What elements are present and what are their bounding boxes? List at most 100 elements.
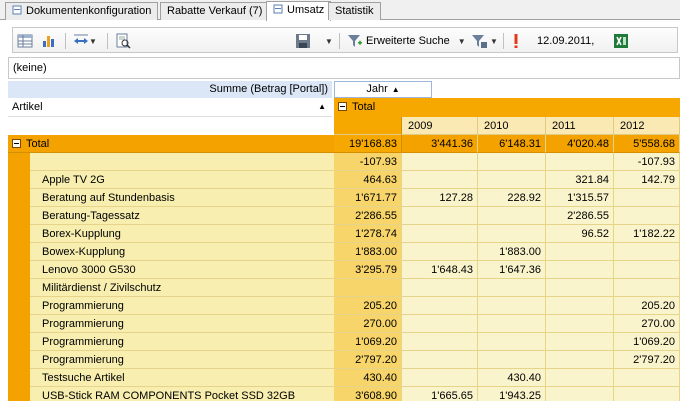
save-button[interactable] xyxy=(295,32,311,50)
filter-save-button[interactable]: ▼ xyxy=(471,32,498,50)
data-cell: 2'286.55 xyxy=(546,207,614,225)
data-cell xyxy=(546,279,614,297)
row-total-cell: 270.00 xyxy=(334,315,402,333)
row-header-artikel[interactable]: Beratung auf Stundenbasis xyxy=(30,189,334,207)
tab-doc-icon xyxy=(273,4,283,14)
row-total-cell: 2'797.20 xyxy=(334,351,402,369)
tab-umsatz[interactable]: Umsatz xyxy=(266,1,332,21)
save-icon xyxy=(296,34,310,48)
row-total-cell: 1'278.74 xyxy=(334,225,402,243)
tab-statistik[interactable]: Statistik xyxy=(328,2,381,20)
data-cell xyxy=(402,243,478,261)
print-preview-button[interactable] xyxy=(115,32,131,50)
data-cell xyxy=(546,153,614,171)
row-header-artikel[interactable]: USB-Stick RAM COMPONENTS Pocket SSD 32GB xyxy=(30,387,334,401)
data-cell xyxy=(478,333,546,351)
data-cell: -107.93 xyxy=(614,153,680,171)
collapse-icon[interactable] xyxy=(12,139,21,148)
tab-dokumentenkonfiguration[interactable]: Dokumentenkonfiguration xyxy=(5,2,159,20)
data-cell xyxy=(402,369,478,387)
row-total-cell: -107.93 xyxy=(334,153,402,171)
grid-icon xyxy=(17,34,33,48)
sort-up-icon: ▲ xyxy=(318,102,326,111)
data-cell xyxy=(402,333,478,351)
chevron-down-icon[interactable]: ▼ xyxy=(490,36,498,46)
data-cell: 430.40 xyxy=(478,369,546,387)
row-total-cell: 1'069.20 xyxy=(334,333,402,351)
row-header-artikel[interactable]: Borex-Kupplung xyxy=(30,225,334,243)
alert-button[interactable] xyxy=(511,32,521,50)
year-header[interactable]: 2012 xyxy=(614,117,680,135)
row-total-cell xyxy=(334,279,402,297)
grid-view-button[interactable] xyxy=(17,32,33,50)
data-cell xyxy=(614,207,680,225)
filter-value: (keine) xyxy=(13,62,47,74)
excel-icon xyxy=(614,34,628,48)
row-header-artikel[interactable]: Programmierung xyxy=(30,315,334,333)
grand-total-year-cell: 3'441.36 xyxy=(402,135,478,153)
sort-up-icon: ▲ xyxy=(391,85,400,94)
chevron-down-icon[interactable]: ▼ xyxy=(457,36,466,46)
row-header-artikel[interactable]: Programmierung xyxy=(30,351,334,369)
year-header[interactable]: 2011 xyxy=(546,117,614,135)
row-header-artikel[interactable]: Beratung-Tagessatz xyxy=(30,207,334,225)
column-field-header[interactable]: Jahr ▲ xyxy=(334,81,432,98)
toolbar-separator xyxy=(339,33,340,49)
column-total-header[interactable]: Total xyxy=(334,98,680,117)
data-cell xyxy=(402,351,478,369)
toolbar-separator xyxy=(65,33,66,49)
tab-bar: Dokumentenkonfiguration Rabatte Verkauf … xyxy=(0,0,680,21)
chevron-down-icon[interactable]: ▼ xyxy=(89,36,97,46)
data-cell xyxy=(546,387,614,401)
grand-total-cell: 19'168.83 xyxy=(334,135,402,153)
row-field-header[interactable]: Artikel ▲ xyxy=(8,98,332,117)
data-field-label: Summe (Betrag [Portal]) xyxy=(209,83,328,95)
row-header-artikel[interactable]: Apple TV 2G xyxy=(30,171,334,189)
year-header[interactable]: 2009 xyxy=(402,117,478,135)
excel-export-button[interactable] xyxy=(613,32,629,50)
row-grand-total-header[interactable]: Total xyxy=(8,135,334,153)
data-cell xyxy=(546,297,614,315)
toolbar-separator xyxy=(107,33,108,49)
data-cell: 1'647.36 xyxy=(478,261,546,279)
save-options-dropdown[interactable]: ▼ xyxy=(325,32,333,50)
row-total-cell: 464.63 xyxy=(334,171,402,189)
data-cell xyxy=(546,315,614,333)
year-header[interactable]: 2010 xyxy=(478,117,546,135)
data-cell: 1'069.20 xyxy=(614,333,680,351)
data-cell xyxy=(402,279,478,297)
data-cell xyxy=(478,297,546,315)
row-header-artikel[interactable]: Lenovo 3000 G530 xyxy=(30,261,334,279)
data-cell xyxy=(478,315,546,333)
advanced-search-button[interactable]: Erweiterte Suche ▼ xyxy=(347,32,466,50)
exclamation-icon xyxy=(514,34,518,48)
print-preview-icon xyxy=(116,33,131,49)
grand-total-year-cell: 6'148.31 xyxy=(478,135,546,153)
data-cell: 1'315.57 xyxy=(546,189,614,207)
row-header-artikel[interactable]: Bowex-Kupplung xyxy=(30,243,334,261)
data-cell xyxy=(478,279,546,297)
data-cell xyxy=(614,369,680,387)
row-header-artikel[interactable] xyxy=(30,153,334,171)
data-cell xyxy=(614,261,680,279)
column-field-label: Jahr xyxy=(366,83,388,95)
data-cell xyxy=(546,261,614,279)
collapse-icon[interactable] xyxy=(338,102,347,111)
row-header-artikel[interactable]: Testsuche Artikel xyxy=(30,369,334,387)
row-total-cell: 205.20 xyxy=(334,297,402,315)
filter-summary[interactable]: (keine) xyxy=(8,57,680,79)
date-display: 12.09.2011, xyxy=(537,32,594,50)
row-header-artikel[interactable]: Programmierung xyxy=(30,333,334,351)
chart-view-button[interactable] xyxy=(41,32,57,50)
tab-rabatte-verkauf[interactable]: Rabatte Verkauf (7) xyxy=(160,2,270,20)
column-width-button[interactable]: ▼ xyxy=(73,32,97,50)
data-cell: 205.20 xyxy=(614,297,680,315)
row-total-cell: 3'295.79 xyxy=(334,261,402,279)
filter-save-icon xyxy=(472,35,487,48)
row-header-artikel[interactable]: Militärdienst / Zivilschutz xyxy=(30,279,334,297)
resize-columns-icon xyxy=(74,34,88,44)
row-header-artikel[interactable]: Programmierung xyxy=(30,297,334,315)
row-total-cell: 1'883.00 xyxy=(334,243,402,261)
data-field-header[interactable]: Summe (Betrag [Portal]) xyxy=(8,81,332,98)
data-cell: 2'797.20 xyxy=(614,351,680,369)
